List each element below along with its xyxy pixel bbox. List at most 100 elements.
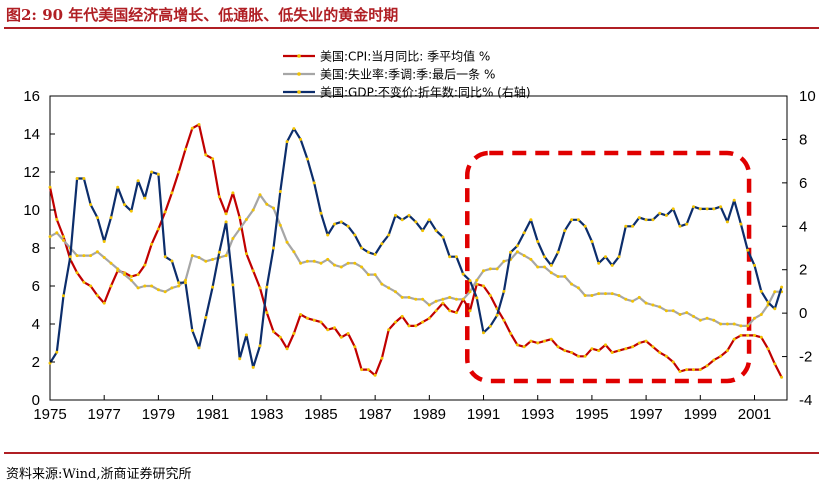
- data-point: [163, 210, 167, 214]
- legend-label-2: 美国:失业率:季调:季:最后一条 %: [320, 67, 495, 82]
- x-tick-label: 1991: [467, 406, 500, 423]
- data-point: [299, 137, 303, 141]
- data-point: [238, 216, 242, 220]
- x-tick-label: 2001: [738, 406, 771, 423]
- data-point: [265, 311, 269, 315]
- data-point: [190, 329, 194, 332]
- data-point: [109, 261, 113, 265]
- data-point: [346, 261, 350, 265]
- data-point: [299, 313, 303, 316]
- data-point: [55, 350, 59, 354]
- data-point: [766, 300, 770, 304]
- data-point: [637, 216, 641, 220]
- data-point: [719, 205, 723, 209]
- data-point: [150, 284, 154, 288]
- data-point: [312, 259, 316, 263]
- x-tick-label: 1987: [358, 406, 391, 423]
- data-point: [339, 220, 343, 224]
- data-point: [468, 279, 472, 283]
- x-tick-label: 1975: [33, 406, 66, 423]
- source-note: 资料来源:Wind,浙商证券研究所: [6, 467, 192, 482]
- data-point: [773, 362, 777, 366]
- data-point: [427, 316, 431, 320]
- axes-layer: 1975 1977 1979 1981 1983 1985 1987 1989 1991 1993…: [23, 88, 815, 423]
- data-point: [211, 157, 215, 161]
- data-point: [305, 157, 309, 161]
- data-point: [556, 250, 560, 254]
- left-y-tick-label: 12: [23, 164, 40, 181]
- data-point: [753, 263, 756, 267]
- data-point: [156, 172, 160, 176]
- data-point: [75, 254, 79, 258]
- data-point: [441, 297, 445, 301]
- data-point: [82, 280, 86, 284]
- data-point: [651, 345, 655, 349]
- data-point: [434, 299, 438, 303]
- data-point: [190, 126, 194, 130]
- data-point: [617, 294, 621, 297]
- data-point: [759, 313, 763, 316]
- data-point: [617, 349, 621, 353]
- data-point: [82, 254, 86, 258]
- data-point: [658, 211, 662, 215]
- x-tick-label: 1977: [88, 406, 121, 423]
- data-point: [712, 358, 716, 362]
- data-point: [644, 301, 648, 305]
- data-point: [502, 289, 506, 293]
- data-point: [339, 265, 343, 269]
- x-tick-label: 1993: [521, 406, 554, 423]
- right-y-tick-label: -2: [799, 349, 812, 366]
- data-point: [631, 299, 635, 303]
- legend-label-3: 美国:GDP:不变价:折年数:同比% (右轴): [320, 85, 531, 100]
- data-point: [387, 328, 391, 332]
- data-point: [353, 233, 357, 237]
- right-y-tick-label: -4: [799, 392, 812, 409]
- data-point: [488, 324, 492, 328]
- data-point: [732, 198, 736, 202]
- data-point: [136, 179, 140, 183]
- data-point: [292, 332, 296, 335]
- data-point: [590, 240, 594, 243]
- data-point: [610, 292, 614, 296]
- data-point: [394, 320, 397, 324]
- data-point: [753, 333, 756, 337]
- data-point: [75, 177, 79, 180]
- left-y-tick-label: 2: [32, 354, 40, 371]
- data-point: [543, 339, 546, 343]
- data-point: [204, 316, 208, 319]
- data-point: [244, 218, 248, 221]
- data-point: [373, 253, 377, 256]
- series-line-2: [49, 193, 782, 327]
- data-point: [671, 309, 675, 313]
- data-point: [692, 314, 695, 318]
- data-point: [502, 259, 506, 263]
- x-tick-label: 1985: [304, 406, 337, 423]
- data-point: [95, 250, 99, 254]
- data-point: [373, 273, 377, 277]
- data-point: [421, 320, 425, 324]
- data-point: [461, 272, 465, 276]
- x-tick-label: 1995: [575, 406, 608, 423]
- data-point: [570, 351, 574, 354]
- data-point: [576, 218, 580, 222]
- data-point: [184, 278, 187, 282]
- data-point: [102, 240, 106, 243]
- left-y-tick-label: 4: [32, 316, 40, 333]
- data-point: [685, 311, 689, 315]
- data-point: [509, 332, 513, 335]
- plot-area: [49, 95, 788, 401]
- legend-marker-1: [297, 54, 301, 58]
- data-point: [522, 345, 526, 349]
- data-point: [739, 324, 743, 328]
- data-point: [658, 351, 662, 354]
- data-point: [380, 356, 384, 360]
- data-point: [272, 246, 275, 250]
- data-point: [360, 246, 364, 250]
- data-point: [427, 303, 431, 307]
- data-point: [468, 290, 472, 294]
- data-point: [746, 333, 750, 337]
- data-point: [143, 263, 147, 267]
- data-point: [753, 316, 756, 320]
- right-y-tick-label: 6: [799, 175, 807, 192]
- data-point: [190, 254, 194, 258]
